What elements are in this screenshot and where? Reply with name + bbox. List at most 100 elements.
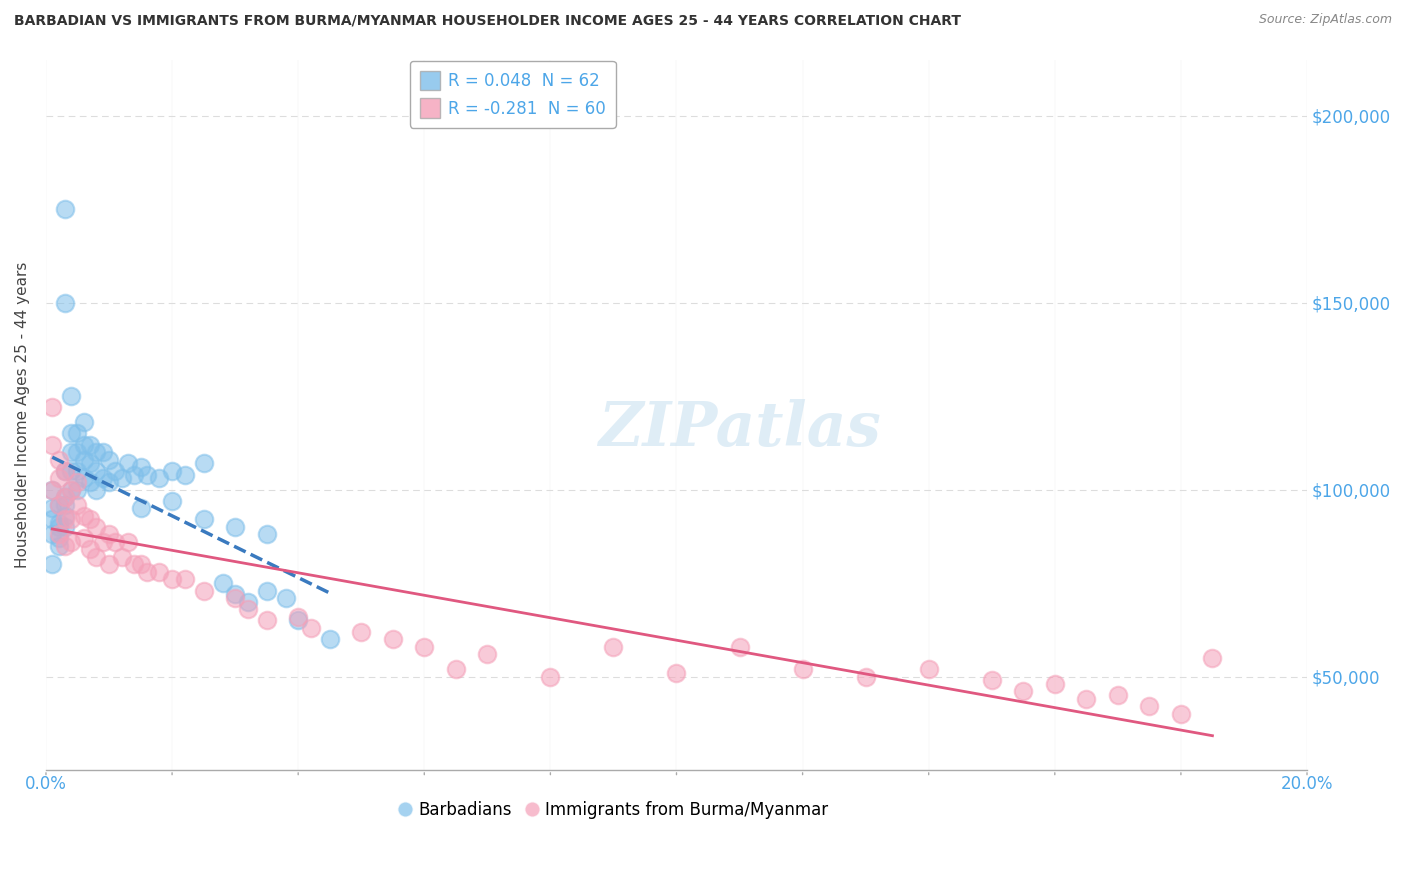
Point <box>256 583 278 598</box>
Point <box>1107 688 1129 702</box>
Point <box>73 415 96 429</box>
Point <box>48 498 70 512</box>
Point <box>53 464 76 478</box>
Point <box>193 457 215 471</box>
Point <box>160 572 183 586</box>
Point <box>173 467 195 482</box>
Point <box>538 669 561 683</box>
Point <box>91 471 114 485</box>
Point <box>53 539 76 553</box>
Legend: Barbadians, Immigrants from Burma/Myanmar: Barbadians, Immigrants from Burma/Myanma… <box>392 794 835 826</box>
Point <box>60 426 83 441</box>
Point <box>86 445 108 459</box>
Point <box>60 535 83 549</box>
Point <box>41 501 63 516</box>
Point <box>53 512 76 526</box>
Point <box>477 647 499 661</box>
Point <box>160 493 183 508</box>
Point <box>224 520 246 534</box>
Point <box>1201 650 1223 665</box>
Point <box>1170 706 1192 721</box>
Point <box>60 445 83 459</box>
Point <box>53 464 76 478</box>
Point <box>53 490 76 504</box>
Point <box>48 527 70 541</box>
Point <box>122 467 145 482</box>
Point <box>79 457 101 471</box>
Point <box>41 483 63 497</box>
Point <box>728 640 751 654</box>
Point <box>236 595 259 609</box>
Point <box>66 464 89 478</box>
Point <box>104 535 127 549</box>
Point <box>60 512 83 526</box>
Point <box>73 531 96 545</box>
Point <box>48 520 70 534</box>
Point <box>48 539 70 553</box>
Point <box>193 583 215 598</box>
Point <box>104 464 127 478</box>
Point <box>792 662 814 676</box>
Point <box>66 475 89 489</box>
Point <box>855 669 877 683</box>
Point <box>111 549 134 564</box>
Point <box>86 464 108 478</box>
Point <box>299 621 322 635</box>
Point <box>602 640 624 654</box>
Point <box>98 558 121 572</box>
Point <box>91 445 114 459</box>
Point <box>160 464 183 478</box>
Point <box>1012 684 1035 698</box>
Point <box>148 471 170 485</box>
Point <box>66 483 89 497</box>
Point <box>41 438 63 452</box>
Point <box>224 587 246 601</box>
Text: ZIPatlas: ZIPatlas <box>598 399 882 459</box>
Point <box>41 527 63 541</box>
Point <box>53 520 76 534</box>
Point <box>48 516 70 531</box>
Point <box>135 467 157 482</box>
Point <box>86 483 108 497</box>
Point <box>53 295 76 310</box>
Point <box>665 665 688 680</box>
Point <box>381 632 404 647</box>
Point <box>66 498 89 512</box>
Point <box>129 501 152 516</box>
Point <box>117 457 139 471</box>
Point <box>1043 677 1066 691</box>
Point <box>256 527 278 541</box>
Point <box>60 389 83 403</box>
Point <box>173 572 195 586</box>
Point <box>350 624 373 639</box>
Point <box>66 445 89 459</box>
Point <box>73 471 96 485</box>
Point <box>48 471 70 485</box>
Point <box>60 464 83 478</box>
Point <box>236 602 259 616</box>
Point <box>41 558 63 572</box>
Point <box>129 558 152 572</box>
Point <box>53 490 76 504</box>
Point <box>60 483 83 497</box>
Point <box>193 512 215 526</box>
Point <box>918 662 941 676</box>
Point <box>41 483 63 497</box>
Point <box>1137 699 1160 714</box>
Point <box>318 632 340 647</box>
Point <box>79 512 101 526</box>
Point <box>66 426 89 441</box>
Point <box>91 535 114 549</box>
Point <box>413 640 436 654</box>
Point <box>73 452 96 467</box>
Point <box>48 452 70 467</box>
Point <box>224 591 246 605</box>
Point <box>79 475 101 489</box>
Point <box>148 565 170 579</box>
Point <box>122 558 145 572</box>
Point <box>86 549 108 564</box>
Point <box>256 614 278 628</box>
Point <box>53 498 76 512</box>
Point <box>129 460 152 475</box>
Point <box>53 508 76 523</box>
